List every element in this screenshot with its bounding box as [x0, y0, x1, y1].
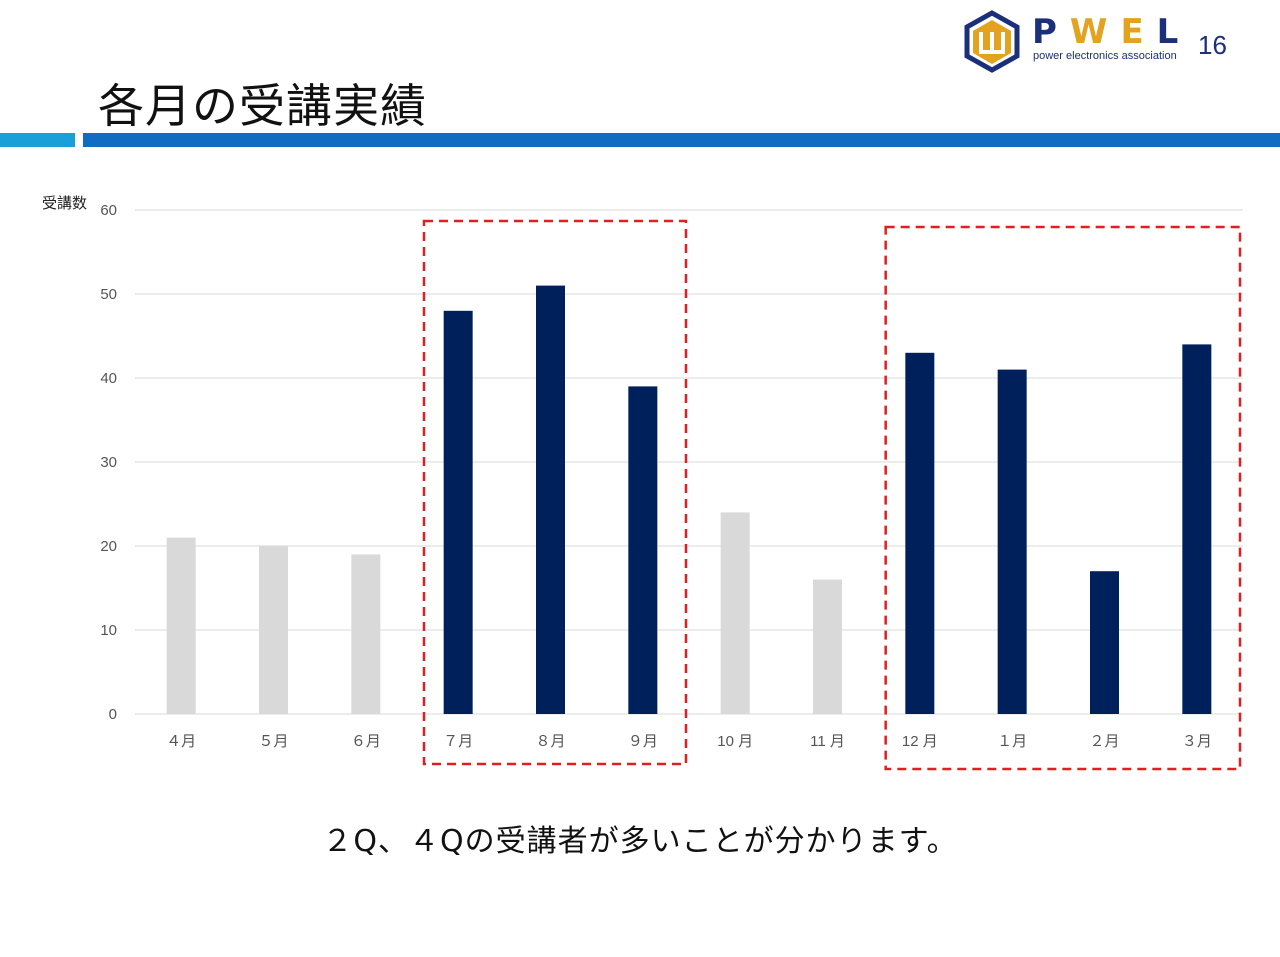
x-tick-label: ７月 [443, 733, 473, 750]
y-tick-label: 0 [109, 706, 117, 723]
header-accent-bar-right [83, 133, 1280, 147]
page-number: 16 [1198, 30, 1227, 60]
bar [720, 512, 750, 714]
bar [259, 546, 288, 714]
y-tick-label: 40 [100, 370, 117, 387]
bar [905, 352, 935, 714]
bar [813, 579, 842, 714]
highlight-box [884, 225, 1242, 771]
y-tick-label: 30 [100, 454, 117, 471]
bar [536, 285, 565, 714]
x-tick-label: 10 月 [717, 733, 753, 750]
x-tick-label: 11 月 [810, 733, 845, 750]
monthly-attendance-bar-chart: 受講数 0 10 20 30 40 50 60 ４月 ５月 ６月 ７月 ８月 ９月 10 月 11 月 12… [42, 194, 1243, 771]
highlight-box [422, 219, 688, 766]
x-tick-label: ９月 [628, 733, 658, 750]
x-tick-label: １月 [997, 733, 1027, 750]
x-tick-label: ２月 [1089, 733, 1119, 750]
y-tick-label: 50 [100, 286, 117, 303]
pwel-logo: PWEL power electronics association [962, 10, 1242, 74]
bar [443, 310, 473, 714]
x-tick-label: 12 月 [902, 733, 938, 750]
pwel-hexagon-icon [964, 10, 1020, 73]
chart-bars [166, 285, 1212, 714]
x-tick-label: ６月 [351, 733, 381, 750]
y-tick-label: 60 [100, 202, 117, 219]
chart-gridlines [135, 209, 1243, 715]
x-tick-label: ３月 [1182, 733, 1212, 750]
y-axis-title: 受講数 [42, 194, 87, 212]
highlight-boxes [422, 219, 1242, 771]
logo-letters: PWEL [1032, 12, 1192, 52]
x-tick-label: ８月 [535, 733, 565, 750]
header-accent-bar-left [0, 133, 75, 147]
x-tick-label: ４月 [166, 733, 196, 750]
y-tick-label: 10 [100, 622, 117, 639]
y-axis-ticks: 0 10 20 30 40 50 60 [100, 202, 117, 723]
bar [166, 537, 196, 714]
slide-caption: ２Q、４Qの受講者が多いことが分かります。 [322, 824, 958, 859]
x-axis-labels: ４月 ５月 ６月 ７月 ８月 ９月 10 月 11 月 12 月 １月 ２月 ３月 [166, 733, 1212, 750]
x-tick-label: ５月 [258, 733, 288, 750]
bar [628, 386, 658, 714]
bar [1090, 571, 1119, 714]
slide-title: 各月の受講実績 [98, 79, 427, 133]
bar [1182, 344, 1212, 714]
y-tick-label: 20 [100, 538, 117, 555]
logo-subtitle: power electronics association [1033, 50, 1177, 62]
bar [351, 554, 381, 714]
bar [997, 369, 1027, 714]
